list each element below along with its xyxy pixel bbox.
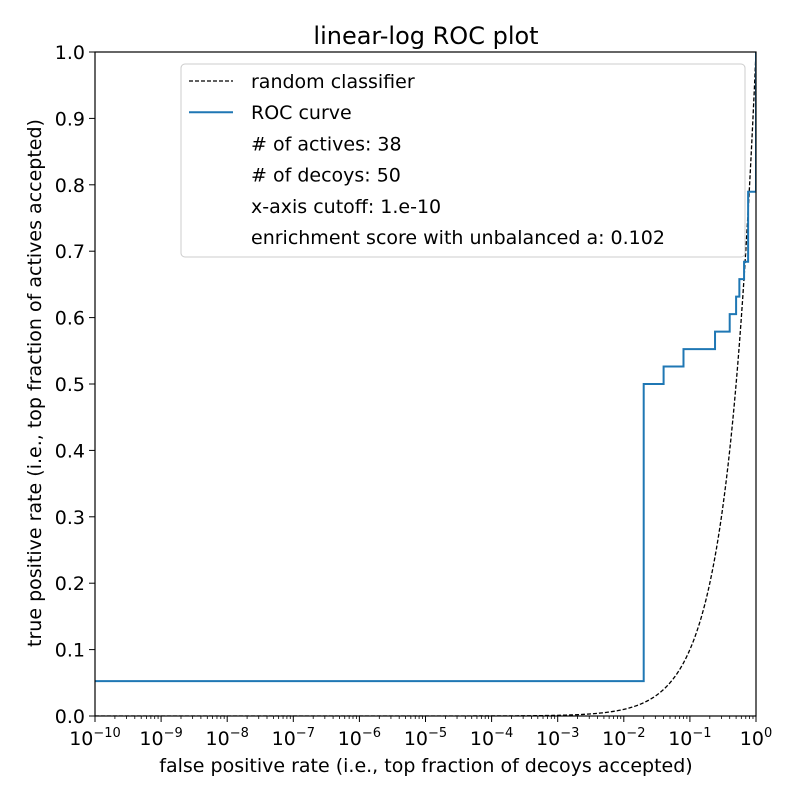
y-tick-label: 0.7 [55,241,85,263]
x-tick-base: 10 [338,728,362,750]
legend-entry-label: # of actives: 38 [251,133,402,155]
x-tick-label: 10−8 [206,726,249,750]
y-tick-label: 0.0 [55,706,85,728]
x-tick-exponent: −9 [164,726,183,741]
x-tick-exponent: −10 [93,726,120,741]
x-tick-label: 10−7 [272,726,315,750]
y-tick-label: 0.6 [55,308,85,330]
x-tick-base: 10 [272,728,296,750]
chart-title: linear-log ROC plot [313,22,538,50]
y-tick-label: 0.4 [55,440,85,462]
x-tick-base: 10 [404,728,428,750]
y-axis-label: true positive rate (i.e., top fraction o… [24,119,46,647]
x-tick-base: 10 [668,728,692,750]
x-tick-exponent: −7 [296,726,315,741]
x-tick-exponent: −4 [494,726,513,741]
x-tick-base: 10 [139,728,163,750]
legend-entry-label: enrichment score with unbalanced a: 0.10… [251,227,665,249]
x-tick-label: 10−6 [338,726,381,750]
x-tick-label: 10−10 [69,726,121,750]
x-tick-exponent: −5 [428,726,447,741]
y-tick-label: 0.2 [55,573,85,595]
x-axis-label: false positive rate (i.e., top fraction … [159,755,692,777]
x-tick-base: 10 [470,728,494,750]
y-tick-label: 0.1 [55,640,85,662]
y-tick-label: 1.0 [55,42,85,64]
x-tick-base: 10 [69,728,93,750]
roc-curve-line [95,52,756,683]
y-tick-label: 0.9 [55,108,85,130]
x-tick-label: 100 [740,726,772,750]
x-tick-label: 10−3 [536,726,579,750]
x-tick-label: 10−5 [404,726,447,750]
x-tick-base: 10 [536,728,560,750]
axes: 10−10 10−9 10−8 10−7 10−6 10−5 10−4 10−3 10−2 10−… [55,42,772,750]
x-tick-base: 10 [206,728,230,750]
legend-entry-label: random classifier [251,71,415,93]
y-tick-label: 0.5 [55,374,85,396]
y-tick-label: 0.8 [55,175,85,197]
x-tick-exponent: −6 [362,726,381,741]
x-tick-exponent: −1 [692,726,711,741]
x-tick-exponent: −3 [560,726,579,741]
x-tick-base: 10 [602,728,626,750]
x-tick-exponent: −8 [230,726,249,741]
x-tick-base: 10 [740,728,764,750]
y-tick-label: 0.3 [55,507,85,529]
legend-entry-label: x-axis cutoff: 1.e-10 [251,196,441,218]
x-tick-label: 10−4 [470,726,513,750]
legend-entry-label: ROC curve [251,102,352,124]
x-tick-exponent: −2 [626,726,645,741]
legend: random classifier ROC curve # of actives: … [180,63,746,258]
x-tick-label: 10−1 [668,726,711,750]
x-tick-label: 10−9 [139,726,182,750]
x-tick-exponent: 0 [764,726,772,741]
legend-entry-label: # of decoys: 50 [251,165,401,187]
x-tick-label: 10−2 [602,726,645,750]
legend-box [180,63,746,258]
